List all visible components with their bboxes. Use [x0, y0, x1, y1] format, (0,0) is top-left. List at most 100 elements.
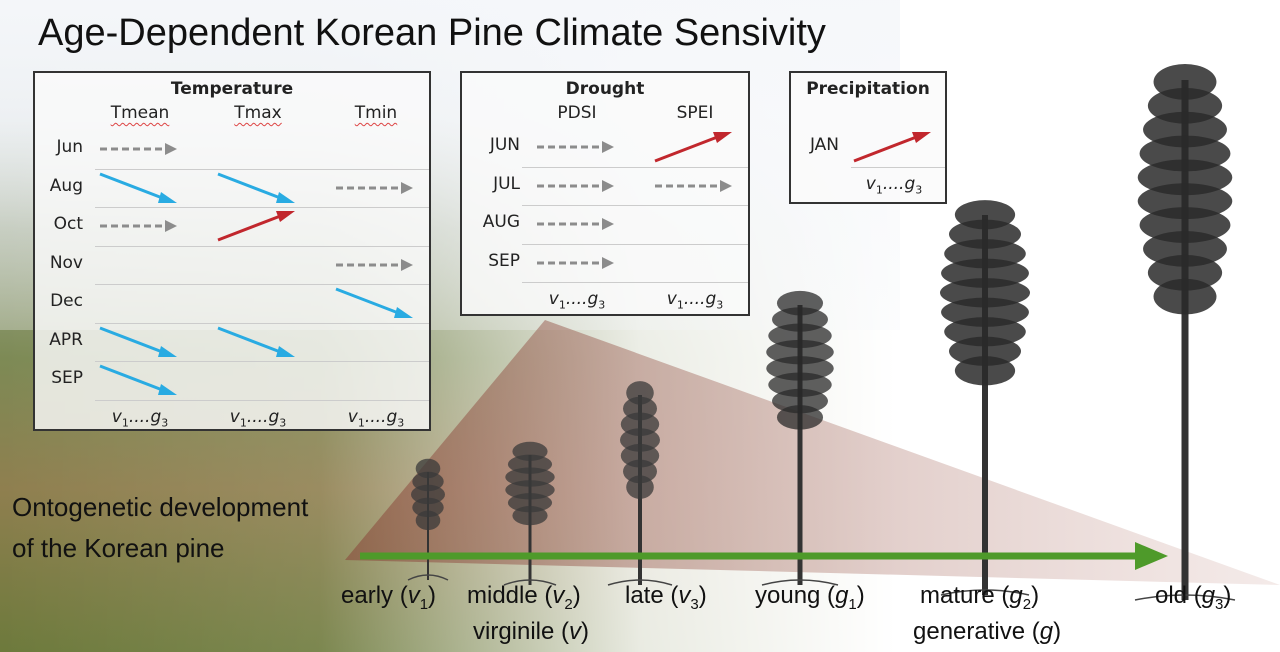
stage-pre: young (: [755, 582, 836, 609]
range-b: g: [386, 406, 398, 427]
range-dots: ....: [128, 406, 151, 427]
neutral-trend-arrow-icon: [532, 245, 622, 281]
row-divider: [522, 205, 748, 206]
range-a: v: [347, 406, 358, 427]
ontogeny-label-line1: Ontogenetic development: [12, 492, 309, 522]
range-a: v: [865, 173, 876, 194]
row-label-aug: AUG: [482, 212, 520, 232]
range-b: g: [587, 289, 599, 309]
row-divider: [95, 245, 429, 247]
negative-trend-arrow-icon: [213, 324, 303, 360]
drought-title: Drought: [565, 79, 645, 99]
stage-pre: early (: [341, 582, 408, 609]
row-divider: [522, 243, 748, 245]
drought-panel: Drought PDSI SPEI JUN JUL AUG SEP v1....g3 v1...…: [460, 71, 750, 316]
range-dots: ....: [882, 173, 905, 194]
negative-trend-arrow-icon: [213, 170, 303, 206]
range-a: v: [229, 406, 240, 427]
age-cone-shape: [345, 320, 1280, 585]
range-b_sub: 3: [161, 415, 169, 429]
row-divider: [95, 322, 429, 324]
stage-sub: 1: [419, 595, 429, 613]
negative-trend-arrow-icon: [331, 285, 421, 321]
row-label-jun: JUN: [489, 135, 520, 155]
stage-sub: 2: [1022, 595, 1032, 613]
positive-trend-arrow-icon: [213, 208, 303, 244]
stage-pre: mature (: [920, 582, 1010, 609]
stage-label-early: early (v1): [341, 582, 436, 613]
stage-sym: v: [678, 582, 691, 609]
temperature-panel: Temperature Tmean Tmax Tmin Jun Aug Oct Nov Dec A…: [33, 71, 431, 431]
row-label-oct: Oct: [53, 214, 83, 234]
range-a_sub: 1: [357, 415, 365, 429]
neutral-trend-arrow-icon: [532, 129, 622, 165]
precipitation-title: Precipitation: [806, 79, 930, 99]
group-pre: generative (: [913, 618, 1040, 645]
pine-tree-2: [503, 441, 557, 586]
range-a_sub: 1: [121, 415, 129, 429]
range-a: v: [111, 406, 122, 427]
neutral-trend-arrow-icon: [331, 170, 421, 206]
stage-label-mature: mature (g2): [920, 582, 1039, 613]
row-divider: [522, 166, 748, 168]
precipitation-panel: Precipitation JAN v1....g3: [789, 71, 947, 204]
stage-post: ): [428, 582, 437, 609]
range-b: g: [705, 289, 717, 309]
range-dots: ....: [683, 289, 706, 309]
stage-label-young: young (g1): [755, 582, 865, 613]
group-label-generative: generative (g): [913, 618, 1061, 646]
column-header-pdsi: PDSI: [557, 103, 597, 123]
column-header-tmax: Tmax: [234, 103, 282, 123]
age-range-label: v1....g3: [650, 289, 740, 311]
stage-sub: 3: [690, 595, 699, 613]
stage-label-old: old (g3): [1155, 582, 1231, 613]
row-label-sep: SEP: [488, 250, 520, 271]
range-a_sub: 1: [239, 415, 247, 429]
row-divider: [95, 168, 429, 170]
stage-sub: 1: [848, 595, 857, 613]
neutral-trend-arrow-icon: [532, 168, 622, 204]
negative-trend-arrow-icon: [95, 170, 185, 206]
stage-post: ): [1223, 582, 1232, 609]
age-range-label: v1....g3: [213, 407, 303, 429]
negative-trend-arrow-icon: [95, 362, 185, 398]
stage-post: ): [856, 582, 865, 609]
range-a_sub: 1: [875, 182, 883, 196]
range-b_sub: 3: [279, 415, 287, 429]
column-header-tmin: Tmin: [354, 103, 398, 123]
stage-pre: middle (: [467, 582, 553, 609]
range-b: g: [268, 406, 280, 427]
stage-sym: g: [1009, 582, 1023, 609]
column-header-spei: SPEI: [676, 103, 714, 123]
row-label-dec: Dec: [50, 291, 83, 311]
stage-label-late: late (v3): [625, 582, 707, 613]
stage-sub: 2: [564, 595, 573, 613]
stage-sym: g: [835, 582, 849, 609]
positive-trend-arrow-icon: [650, 129, 740, 165]
pine-tree-1: [407, 458, 449, 581]
range-a_sub: 1: [558, 298, 566, 312]
range-a: v: [666, 289, 677, 309]
pine-tree-5: [940, 200, 1030, 596]
row-label-aug: Aug: [49, 175, 83, 196]
pine-tree-4: [761, 290, 839, 586]
neutral-trend-arrow-icon: [331, 247, 421, 283]
row-label-jul: JUL: [493, 173, 520, 194]
neutral-trend-arrow-icon: [95, 131, 185, 167]
stage-post: ): [698, 582, 707, 609]
ontogeny-label-line2: of the Korean pine: [12, 533, 225, 563]
range-a: v: [548, 289, 559, 309]
stage-sym: v: [552, 582, 565, 609]
age-range-label: v1....g3: [532, 289, 622, 311]
range-dots: ....: [364, 406, 387, 427]
age-range-label: v1....g3: [331, 407, 421, 429]
range-dots: ....: [246, 406, 269, 427]
neutral-trend-arrow-icon: [95, 208, 185, 244]
pine-tree-6: [1134, 64, 1236, 601]
row-divider: [95, 284, 429, 285]
row-label-sep: SEP: [51, 368, 83, 388]
group-pre: virginile (: [473, 618, 570, 645]
page-title: Age-Dependent Korean Pine Climate Sensiv…: [38, 12, 826, 54]
growth-arrow-head: [1135, 542, 1168, 570]
stage-pre: late (: [625, 582, 679, 609]
